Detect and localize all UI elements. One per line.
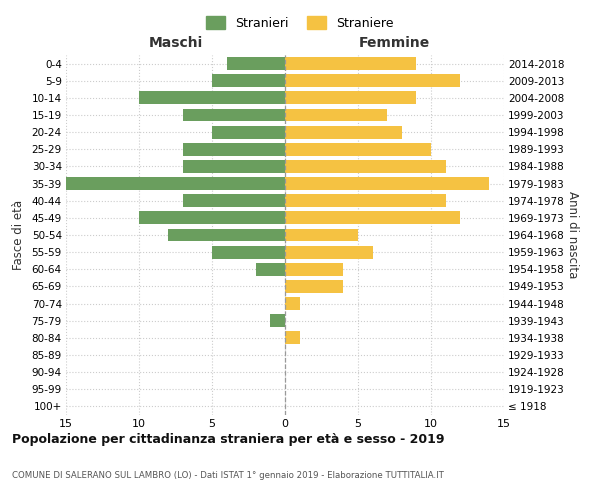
- Bar: [139, 92, 285, 104]
- Bar: [271, 314, 285, 327]
- Bar: [285, 92, 416, 104]
- Bar: [285, 108, 387, 122]
- Bar: [183, 194, 285, 207]
- Y-axis label: Fasce di età: Fasce di età: [11, 200, 25, 270]
- Bar: [285, 280, 343, 293]
- Bar: [256, 263, 285, 276]
- Bar: [212, 74, 285, 87]
- Y-axis label: Anni di nascita: Anni di nascita: [566, 192, 579, 278]
- Bar: [139, 212, 285, 224]
- Bar: [183, 143, 285, 156]
- Legend: Stranieri, Straniere: Stranieri, Straniere: [202, 11, 398, 35]
- Bar: [285, 126, 402, 138]
- Bar: [285, 160, 446, 173]
- Bar: [285, 194, 446, 207]
- Bar: [285, 263, 343, 276]
- Bar: [227, 57, 285, 70]
- Bar: [285, 297, 299, 310]
- Bar: [183, 108, 285, 122]
- Text: Femmine: Femmine: [359, 36, 430, 50]
- Bar: [285, 246, 373, 258]
- Bar: [183, 160, 285, 173]
- Bar: [285, 177, 490, 190]
- Bar: [285, 143, 431, 156]
- Bar: [285, 74, 460, 87]
- Bar: [66, 177, 285, 190]
- Text: COMUNE DI SALERANO SUL LAMBRO (LO) - Dati ISTAT 1° gennaio 2019 - Elaborazione T: COMUNE DI SALERANO SUL LAMBRO (LO) - Dat…: [12, 470, 444, 480]
- Bar: [212, 126, 285, 138]
- Bar: [285, 212, 460, 224]
- Bar: [212, 246, 285, 258]
- Text: Maschi: Maschi: [148, 36, 203, 50]
- Bar: [168, 228, 285, 241]
- Bar: [285, 332, 299, 344]
- Bar: [285, 228, 358, 241]
- Text: Popolazione per cittadinanza straniera per età e sesso - 2019: Popolazione per cittadinanza straniera p…: [12, 432, 445, 446]
- Bar: [285, 57, 416, 70]
